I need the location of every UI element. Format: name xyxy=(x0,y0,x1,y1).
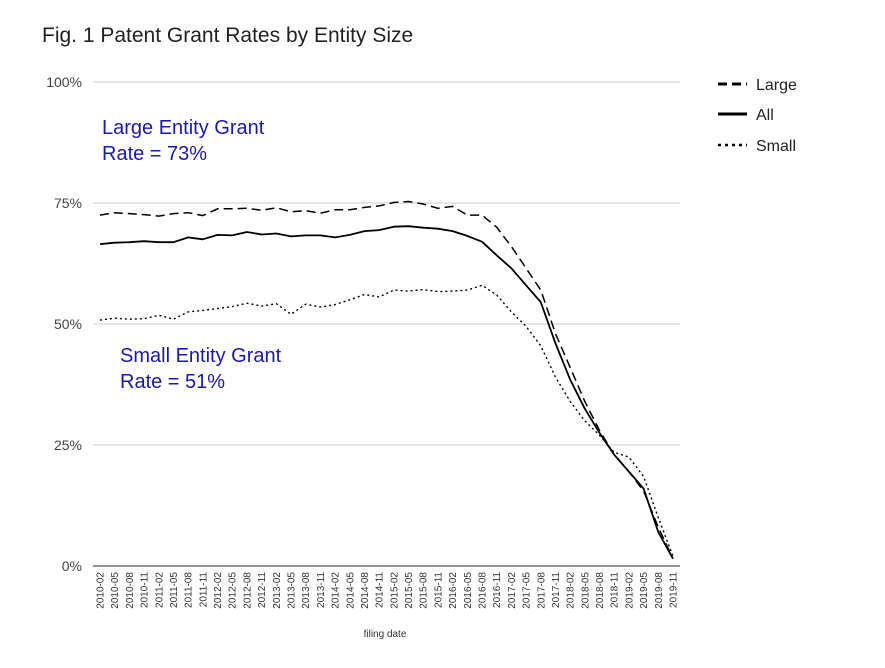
annotation-text: Rate = 51% xyxy=(120,371,225,393)
x-tick-labels: 2010-02 2010-05 2010-08 2010-11 2011-02 2011-… xyxy=(96,572,680,609)
legend-label-small: Small xyxy=(756,138,796,155)
legend-label-all: All xyxy=(756,107,774,124)
legend-label-large: Large xyxy=(756,77,797,94)
annotations: Large Entity Grant Rate = 73% Small Entity… xyxy=(102,117,282,393)
series-line-all xyxy=(99,225,674,560)
x-tick-label: 2015-05 xyxy=(404,572,415,609)
x-tick-label: 2010-11 xyxy=(140,572,151,608)
x-tick-label: 2017-08 xyxy=(536,572,547,609)
x-tick-label: 2018-08 xyxy=(595,572,606,609)
x-tick-label: 2018-05 xyxy=(580,572,591,609)
x-tick-label: 2018-11 xyxy=(610,572,621,608)
x-axis-label: filing date xyxy=(364,629,407,640)
x-tick-label: 2010-02 xyxy=(96,572,107,609)
y-tick-label: 25% xyxy=(54,437,82,453)
y-tick-label: 75% xyxy=(54,195,82,211)
x-tick-label: 2015-08 xyxy=(419,572,430,609)
annotation-text: Small Entity Grant xyxy=(120,345,282,367)
x-tick-label: 2017-05 xyxy=(522,572,533,609)
x-tick-label: 2016-11 xyxy=(492,572,503,608)
series-lines xyxy=(99,200,674,560)
x-tick-label: 2013-05 xyxy=(287,572,298,609)
x-tick-label: 2010-08 xyxy=(125,572,136,609)
series-line-small xyxy=(99,284,674,557)
x-tick-label: 2014-02 xyxy=(331,572,342,609)
x-tick-label: 2019-11 xyxy=(669,572,680,608)
x-tick-label: 2017-11 xyxy=(551,572,562,608)
x-tick-label: 2012-11 xyxy=(257,572,268,608)
gridlines xyxy=(93,81,680,567)
x-tick-label: 2012-05 xyxy=(228,572,239,609)
x-tick-label: 2012-08 xyxy=(242,572,253,609)
y-tick-label: 100% xyxy=(46,74,82,90)
x-tick-label: 2011-08 xyxy=(184,572,195,608)
chart-title: Fig. 1 Patent Grant Rates by Entity Size xyxy=(42,24,414,47)
y-tick-label: 0% xyxy=(62,558,82,574)
annotation-text: Large Entity Grant xyxy=(102,117,265,139)
x-tick-label: 2011-05 xyxy=(169,572,180,608)
x-tick-label: 2019-05 xyxy=(639,572,650,609)
x-tick-label: 2013-08 xyxy=(301,572,312,609)
x-tick-label: 2011-02 xyxy=(154,572,165,608)
y-tick-label: 50% xyxy=(54,316,82,332)
x-tick-label: 2017-02 xyxy=(507,572,518,609)
x-tick-label: 2014-11 xyxy=(375,572,386,608)
legend: Large All Small xyxy=(718,77,797,155)
annotation-text: Rate = 73% xyxy=(102,143,207,165)
x-tick-label: 2014-08 xyxy=(360,572,371,609)
x-tick-label: 2012-02 xyxy=(213,572,224,609)
x-tick-label: 2011-11 xyxy=(198,572,209,608)
x-tick-label: 2015-11 xyxy=(433,572,444,608)
x-tick-label: 2013-11 xyxy=(316,572,327,608)
x-tick-label: 2019-08 xyxy=(654,572,665,609)
x-tick-label: 2019-02 xyxy=(624,572,635,609)
x-tick-label: 2016-08 xyxy=(478,572,489,609)
x-tick-label: 2014-05 xyxy=(345,572,356,609)
x-tick-label: 2010-05 xyxy=(110,572,121,609)
x-tick-label: 2015-02 xyxy=(389,572,400,609)
x-tick-label: 2016-02 xyxy=(448,572,459,609)
x-tick-label: 2013-02 xyxy=(272,572,283,609)
x-tick-label: 2016-05 xyxy=(463,572,474,609)
y-tick-labels: 0% 25% 50% 75% 100% xyxy=(46,74,82,574)
x-tick-label: 2018-02 xyxy=(566,572,577,609)
